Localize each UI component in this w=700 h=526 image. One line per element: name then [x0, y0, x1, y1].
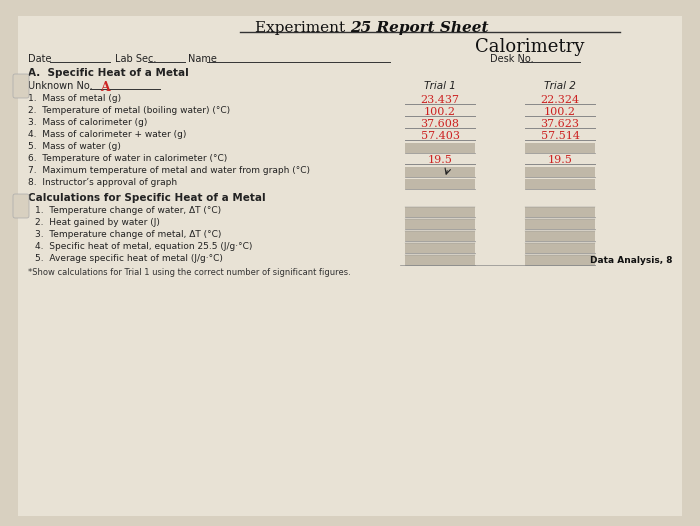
Text: Unknown No.: Unknown No.	[28, 81, 92, 91]
Text: 1.  Mass of metal (g): 1. Mass of metal (g)	[28, 94, 121, 103]
Bar	[405, 219, 475, 229]
Text: 37.608: 37.608	[421, 119, 459, 129]
Text: 4.  Mass of calorimeter + water (g): 4. Mass of calorimeter + water (g)	[28, 130, 186, 139]
Text: 22.324: 22.324	[540, 95, 580, 105]
Text: 57.403: 57.403	[421, 131, 459, 141]
FancyBboxPatch shape	[13, 194, 29, 218]
Text: Trial 1: Trial 1	[424, 81, 456, 91]
Text: 100.2: 100.2	[544, 107, 576, 117]
Text: A.  Specific Heat of a Metal: A. Specific Heat of a Metal	[28, 68, 189, 78]
Text: 6.  Temperature of water in calorimeter (°C): 6. Temperature of water in calorimeter (…	[28, 154, 228, 163]
Text: Date: Date	[28, 54, 52, 64]
Text: Calculations for Specific Heat of a Metal: Calculations for Specific Heat of a Meta…	[28, 193, 265, 203]
Bar	[525, 167, 595, 177]
FancyBboxPatch shape	[13, 74, 29, 98]
Bar	[405, 243, 475, 253]
Bar	[405, 231, 475, 241]
Text: 3.  Temperature change of metal, ΔT (°C): 3. Temperature change of metal, ΔT (°C)	[35, 230, 221, 239]
Text: Calorimetry: Calorimetry	[475, 38, 584, 56]
Text: Lab Sec.: Lab Sec.	[115, 54, 156, 64]
Text: 1.  Temperature change of water, ΔT (°C): 1. Temperature change of water, ΔT (°C)	[35, 206, 221, 215]
Text: 19.5: 19.5	[547, 155, 573, 165]
Text: 19.5: 19.5	[428, 155, 452, 165]
Text: A: A	[100, 81, 110, 94]
Text: 3.  Mass of calorimeter (g): 3. Mass of calorimeter (g)	[28, 118, 148, 127]
Text: *Show calculations for Trial 1 using the correct number of significant figures.: *Show calculations for Trial 1 using the…	[28, 268, 351, 277]
Text: 4.  Specific heat of metal, equation 25.5 (J/g·°C): 4. Specific heat of metal, equation 25.5…	[35, 242, 253, 251]
Text: 25 Report Sheet: 25 Report Sheet	[350, 21, 489, 35]
Bar	[525, 143, 595, 153]
Text: 2.  Temperature of metal (boiling water) (°C): 2. Temperature of metal (boiling water) …	[28, 106, 230, 115]
FancyBboxPatch shape	[18, 16, 682, 516]
Text: 23.437: 23.437	[421, 95, 459, 105]
Bar	[525, 243, 595, 253]
Text: 5.  Mass of water (g): 5. Mass of water (g)	[28, 142, 121, 151]
Text: 37.623: 37.623	[540, 119, 580, 129]
Text: 7.  Maximum temperature of metal and water from graph (°C): 7. Maximum temperature of metal and wate…	[28, 166, 310, 175]
Bar	[405, 179, 475, 189]
Bar	[525, 255, 595, 265]
Text: Trial 2: Trial 2	[544, 81, 576, 91]
Bar	[525, 179, 595, 189]
Bar	[405, 207, 475, 217]
Text: Experiment: Experiment	[255, 21, 350, 35]
Text: Name: Name	[188, 54, 217, 64]
Text: 5.  Average specific heat of metal (J/g·°C): 5. Average specific heat of metal (J/g·°…	[35, 254, 223, 263]
Bar	[405, 255, 475, 265]
Text: 8.  Instructor’s approval of graph: 8. Instructor’s approval of graph	[28, 178, 177, 187]
Text: 100.2: 100.2	[424, 107, 456, 117]
Text: Desk No.: Desk No.	[490, 54, 533, 64]
Bar	[405, 167, 475, 177]
Text: 57.514: 57.514	[540, 131, 580, 141]
Text: Data Analysis, 8: Data Analysis, 8	[590, 256, 673, 265]
Bar	[525, 219, 595, 229]
Bar	[525, 207, 595, 217]
Text: 2.  Heat gained by water (J): 2. Heat gained by water (J)	[35, 218, 160, 227]
Bar	[525, 231, 595, 241]
Bar	[405, 143, 475, 153]
